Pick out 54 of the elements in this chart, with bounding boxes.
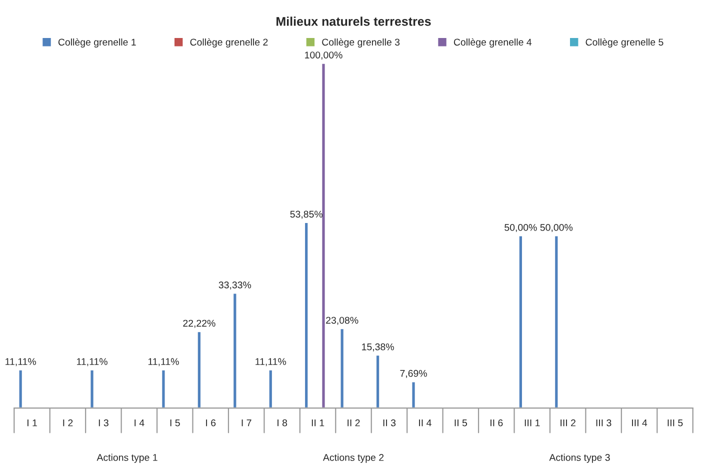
bar [232, 292, 238, 408]
data-label: 11,11% [148, 358, 179, 366]
data-label: 23,08% [326, 316, 358, 325]
text: Actions type 2 [322, 454, 384, 463]
bar [160, 369, 166, 408]
legend-label: Collège grenelle 3 [322, 38, 400, 48]
data-label: 100,00% [305, 52, 342, 60]
bar [554, 234, 560, 408]
x-tick-label: I 2 [63, 419, 73, 426]
bar [410, 380, 416, 408]
bar [196, 330, 202, 408]
bar [268, 369, 274, 408]
data-label: 11,11% [76, 358, 108, 366]
bar [18, 369, 24, 408]
x-tick-label: I 1 [27, 420, 37, 426]
data-label: 53,85% [290, 210, 322, 219]
bar [304, 222, 310, 408]
x-tick-label: I 4 [134, 420, 144, 426]
x-tick-label: III 2 [560, 419, 576, 426]
bar [518, 234, 524, 408]
data-label: 50,00% [540, 224, 573, 232]
bar [375, 354, 380, 408]
data-label: 11,11% [6, 358, 36, 366]
x-tick-label: III 1 [524, 420, 540, 426]
x-tick-label: II 5 [454, 420, 468, 426]
legend-label: Collège grenelle 2 [190, 38, 268, 48]
data-label: 15,38% [362, 343, 394, 352]
chart-title: Milieux naturels terrestres [276, 16, 431, 26]
x-tick-label: III 3 [596, 419, 612, 426]
text: Actions type 3 [549, 454, 610, 463]
x-tick-label: II 2 [348, 419, 360, 426]
legend-label: Collège grenelle 4 [454, 38, 532, 48]
bar [339, 328, 345, 408]
x-tick-label: I 8 [278, 419, 288, 426]
legend-label: Collège grenelle 5 [586, 38, 664, 48]
data-label: 11,11% [256, 358, 286, 366]
x-tick-label: III 5 [668, 420, 683, 426]
x-tick-label: II 3 [383, 419, 396, 426]
data-label: 33,33% [218, 282, 252, 290]
x-tick-label: I 6 [206, 419, 216, 426]
x-tick-label: III 4 [632, 420, 648, 426]
text: Actions type 1 [96, 454, 158, 463]
x-tick-label: II 1 [312, 420, 324, 426]
legend-label: Collège grenelle 1 [58, 38, 136, 48]
data-label: 7,69% [400, 370, 427, 378]
data-label: 50,00% [504, 224, 537, 232]
bar [89, 369, 95, 408]
x-tick-label: I 7 [242, 420, 252, 426]
x-tick-label: I 3 [98, 419, 108, 426]
x-tick-label: II 4 [419, 420, 432, 426]
x-tick-label: II 6 [490, 419, 503, 426]
bar [320, 62, 326, 408]
data-label: 22,22% [183, 320, 216, 328]
x-tick-label: I 5 [170, 420, 180, 426]
